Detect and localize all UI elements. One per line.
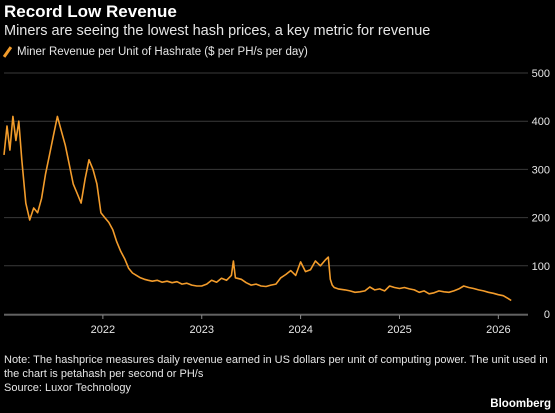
line-chart: 0 100 200 300 400 500 2022 2023 2024 2025 2026 xyxy=(3,68,550,336)
legend-swatch xyxy=(2,46,13,58)
x-tick-label-2023: 2023 xyxy=(189,324,213,336)
chart-subtitle: Miners are seeing the lowest hash prices… xyxy=(4,23,431,39)
x-tick-label-2025: 2025 xyxy=(387,324,411,336)
chart-title: Record Low Revenue xyxy=(4,2,177,21)
bloomberg-logo: Bloomberg xyxy=(490,398,551,410)
footer-note: Note: The hashprice measures daily reven… xyxy=(4,354,548,380)
y-tick-label-400: 400 xyxy=(532,116,550,128)
legend-label: Miner Revenue per Unit of Hashrate ($ pe… xyxy=(17,46,308,58)
x-tick-label-2026: 2026 xyxy=(486,324,510,336)
footer: Note: The hashprice measures daily reven… xyxy=(4,353,549,395)
y-tick-label-500: 500 xyxy=(532,68,550,80)
y-tick-label-300: 300 xyxy=(532,164,550,176)
y-tick-label-100: 100 xyxy=(532,261,550,273)
x-tick-label-2022: 2022 xyxy=(91,324,115,336)
y-tick-label-200: 200 xyxy=(532,213,550,225)
footer-source: Source: Luxor Technology xyxy=(4,382,131,394)
series-line-0 xyxy=(3,115,512,302)
y-tick-label-0: 0 xyxy=(544,309,550,321)
legend: Miner Revenue per Unit of Hashrate ($ pe… xyxy=(2,46,308,58)
x-tick-label-2024: 2024 xyxy=(288,324,312,336)
